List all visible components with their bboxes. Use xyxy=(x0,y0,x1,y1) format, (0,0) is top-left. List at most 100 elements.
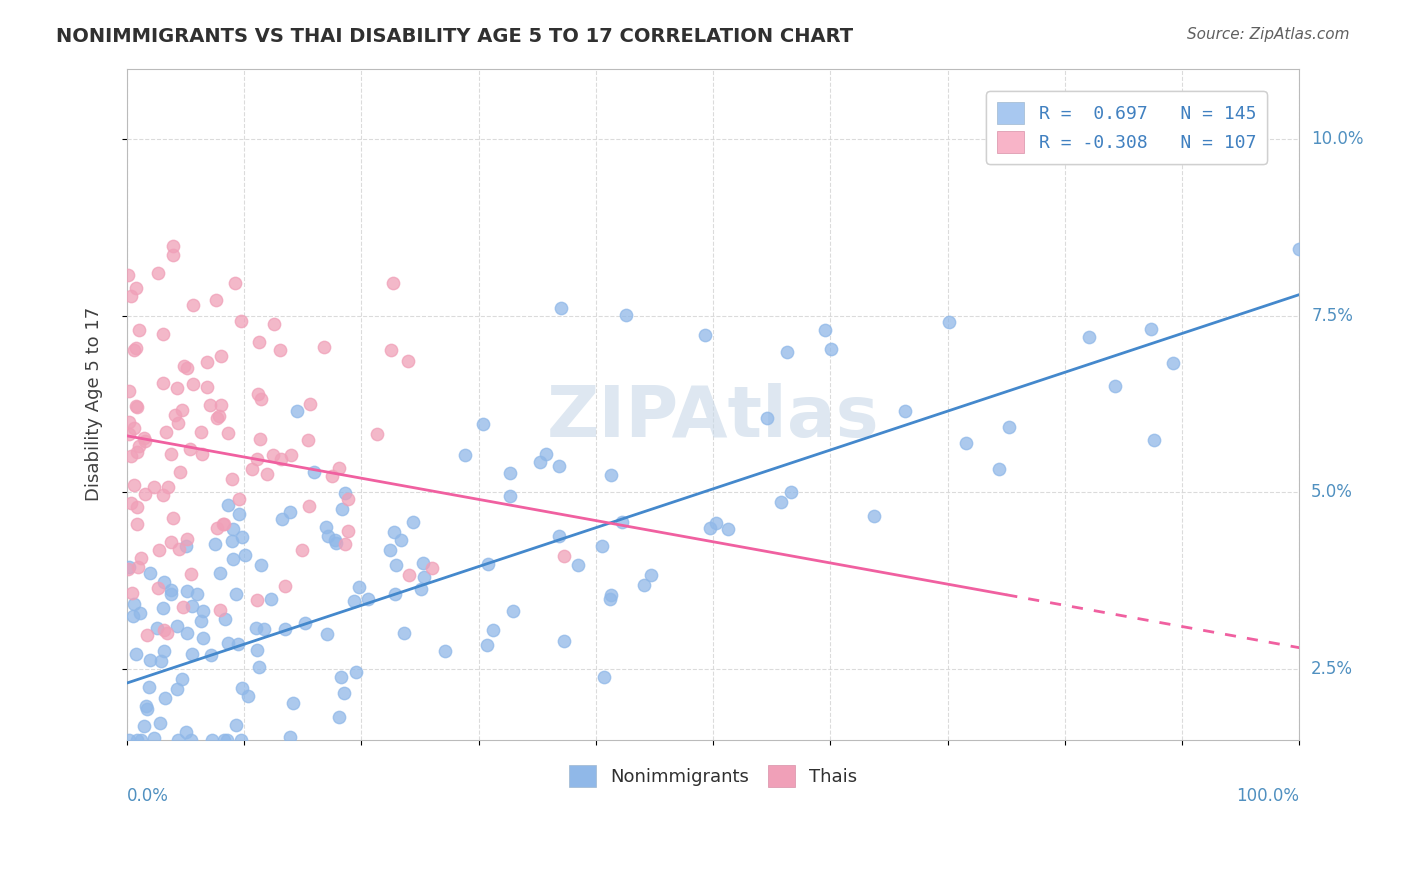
Thais xyxy=(337,491,360,506)
Thais xyxy=(117,268,139,282)
Thais xyxy=(156,626,179,640)
Text: 2.5%: 2.5% xyxy=(1312,660,1353,678)
Nonimmigrants xyxy=(706,516,728,531)
Nonimmigrants xyxy=(208,566,231,580)
Nonimmigrants xyxy=(553,634,575,648)
Nonimmigrants xyxy=(413,569,436,583)
Nonimmigrants xyxy=(384,587,406,601)
Nonimmigrants xyxy=(190,614,212,628)
Nonimmigrants xyxy=(233,549,256,563)
Text: 10.0%: 10.0% xyxy=(1312,130,1364,148)
Nonimmigrants xyxy=(548,529,571,543)
Nonimmigrants xyxy=(499,489,522,503)
Nonimmigrants xyxy=(769,494,792,508)
Nonimmigrants xyxy=(820,342,842,356)
Thais xyxy=(366,426,388,441)
Nonimmigrants xyxy=(633,578,655,592)
Nonimmigrants xyxy=(176,539,198,553)
Thais xyxy=(181,377,204,392)
Nonimmigrants xyxy=(222,552,245,566)
Thais xyxy=(170,403,193,417)
Thais xyxy=(335,537,357,551)
Thais xyxy=(136,627,159,641)
Thais xyxy=(117,562,139,576)
Thais xyxy=(162,248,184,262)
Nonimmigrants xyxy=(1104,379,1126,393)
Nonimmigrants xyxy=(318,529,340,543)
Nonimmigrants xyxy=(412,556,434,570)
Nonimmigrants xyxy=(149,716,172,731)
Nonimmigrants xyxy=(328,709,350,723)
Nonimmigrants xyxy=(591,539,613,553)
Nonimmigrants xyxy=(316,627,339,641)
Thais xyxy=(118,384,141,398)
Nonimmigrants xyxy=(200,648,222,662)
Thais xyxy=(224,276,246,290)
Nonimmigrants xyxy=(477,557,499,571)
Nonimmigrants xyxy=(998,420,1021,434)
Thais xyxy=(155,425,177,439)
Nonimmigrants xyxy=(138,566,160,580)
Text: ZIPAtlas: ZIPAtlas xyxy=(547,383,880,452)
Nonimmigrants xyxy=(332,685,354,699)
Nonimmigrants xyxy=(217,636,239,650)
Nonimmigrants xyxy=(281,696,304,710)
Y-axis label: Disability Age 5 to 17: Disability Age 5 to 17 xyxy=(86,307,103,501)
Nonimmigrants xyxy=(125,647,148,661)
Nonimmigrants xyxy=(246,643,269,657)
Thais xyxy=(291,542,314,557)
Thais xyxy=(152,376,174,390)
Nonimmigrants xyxy=(174,724,197,739)
Nonimmigrants xyxy=(755,410,778,425)
Thais xyxy=(208,603,231,617)
Thais xyxy=(176,361,198,376)
Nonimmigrants xyxy=(502,604,524,618)
Nonimmigrants xyxy=(394,626,416,640)
Thais xyxy=(179,442,201,456)
Thais xyxy=(263,318,285,332)
Thais xyxy=(146,581,169,595)
Nonimmigrants xyxy=(717,522,740,536)
Thais xyxy=(125,399,148,413)
Nonimmigrants xyxy=(776,345,799,359)
Thais xyxy=(195,355,218,369)
Nonimmigrants xyxy=(693,328,716,343)
Thais xyxy=(125,281,148,295)
Nonimmigrants xyxy=(389,533,412,547)
Thais xyxy=(198,398,221,412)
Nonimmigrants xyxy=(304,465,326,479)
Thais xyxy=(157,479,180,493)
Nonimmigrants xyxy=(212,732,235,747)
Legend: R =  0.697   N = 145, R = -0.308   N = 107: R = 0.697 N = 145, R = -0.308 N = 107 xyxy=(987,91,1267,164)
Thais xyxy=(152,327,174,342)
Nonimmigrants xyxy=(139,653,162,667)
Nonimmigrants xyxy=(180,732,202,747)
Thais xyxy=(146,266,169,280)
Nonimmigrants xyxy=(534,448,557,462)
Nonimmigrants xyxy=(599,588,621,602)
Nonimmigrants xyxy=(779,484,801,499)
Thais xyxy=(204,293,226,308)
Thais xyxy=(160,447,183,461)
Nonimmigrants xyxy=(135,702,157,716)
Nonimmigrants xyxy=(236,690,259,704)
Nonimmigrants xyxy=(987,462,1010,476)
Thais xyxy=(280,448,302,462)
Thais xyxy=(153,623,176,637)
Nonimmigrants xyxy=(180,647,202,661)
Nonimmigrants xyxy=(567,558,589,572)
Thais xyxy=(312,340,335,354)
Nonimmigrants xyxy=(378,543,401,558)
Nonimmigrants xyxy=(166,619,188,633)
Nonimmigrants xyxy=(955,435,977,450)
Nonimmigrants xyxy=(217,498,239,512)
Nonimmigrants xyxy=(385,558,408,572)
Thais xyxy=(229,314,252,328)
Nonimmigrants xyxy=(347,580,370,594)
Thais xyxy=(246,593,269,607)
Nonimmigrants xyxy=(181,599,204,614)
Nonimmigrants xyxy=(166,681,188,696)
Nonimmigrants xyxy=(204,537,226,551)
Thais xyxy=(125,500,148,515)
Nonimmigrants xyxy=(330,501,353,516)
